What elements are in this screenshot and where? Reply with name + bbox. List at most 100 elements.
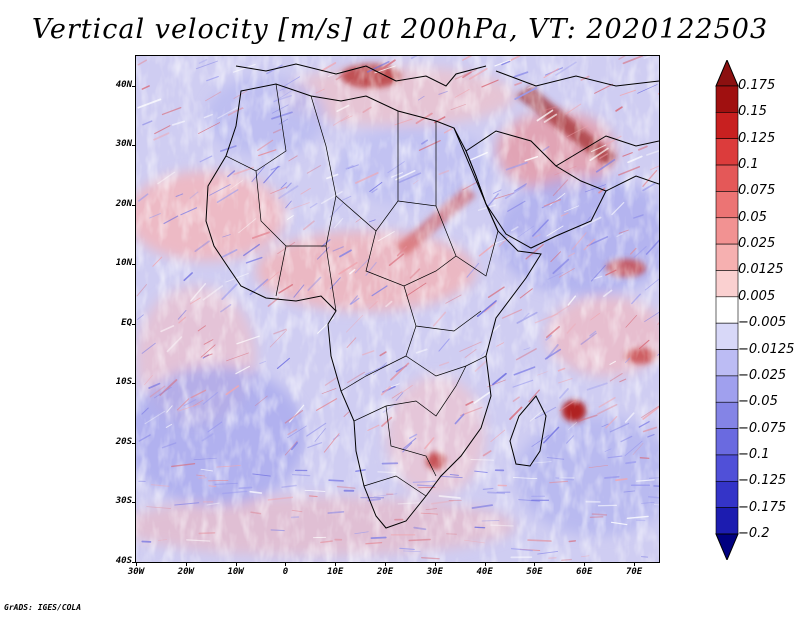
field-streak [336,485,356,489]
field-streak [638,339,650,350]
field-streak [141,407,149,415]
field-streak [232,63,256,73]
field-streak [149,213,161,219]
field-streak [371,188,378,193]
field-streak [371,285,388,297]
field-streak [320,191,343,205]
field-streak [515,348,537,361]
field-streak [345,165,354,170]
field-streak [462,71,472,79]
field-streak [225,272,249,283]
field-streak [610,521,628,526]
field-streak [633,214,644,219]
field-streak [236,335,260,345]
field-streak [537,550,559,555]
field-streak [166,405,173,413]
field-streak [395,392,404,401]
field-streak [157,539,168,541]
field-streak [481,79,499,88]
field-streak [605,269,617,276]
field-streak [364,364,388,376]
map-canvas [136,56,659,562]
field-streak [138,434,151,442]
field-streak [273,328,287,335]
field-streak [288,155,298,162]
field-streak [391,391,403,399]
field-streak [397,502,421,505]
field-streak [380,59,396,71]
field-streak [545,344,559,360]
lon-label: 50E [526,567,543,577]
field-streak [321,239,331,248]
field-streak [176,398,190,411]
field-streak [180,207,198,216]
field-streak [381,416,393,427]
colorbar-segment [715,428,739,456]
field-streak [285,200,292,209]
field-streak [611,201,625,216]
field-streak [270,186,287,194]
lon-label: 30E [426,567,443,577]
lat-tick [132,204,136,206]
field-streak [333,217,344,229]
field-streak [590,264,606,282]
field-streak [543,68,559,79]
colorbar-label: −0.05 [738,394,778,410]
field-streak [199,155,213,163]
field-streak [543,199,561,207]
field-streak [148,382,161,389]
field-streak [208,485,217,487]
lat-label: EQ [121,317,132,328]
field-streak [529,461,552,464]
lat-label: 40N [115,79,132,90]
field-streak [465,400,474,406]
field-streak [137,98,162,109]
field-streak [514,183,527,192]
field-streak [546,457,565,460]
field-streak [222,490,248,495]
field-streak [559,388,569,399]
lat-tick [132,323,136,325]
field-streak [183,398,197,407]
lon-label: 30W [127,567,145,577]
field-streak [618,56,626,60]
field-streak [642,182,656,192]
lat-tick [132,85,136,87]
field-streak [545,334,552,341]
field-streak [238,218,257,234]
field-streak [508,56,521,62]
field-streak [214,482,238,485]
field-streak [415,348,428,354]
field-streak [252,473,271,477]
field-streak [251,231,270,239]
field-streak [454,69,477,80]
field-streak [624,440,643,457]
field-streak [321,388,337,394]
field-streak [512,396,520,402]
field-streak [607,455,623,459]
colorbar-segment [715,401,739,429]
field-streak [377,231,395,242]
field-streak [578,414,598,422]
field-streak [287,215,294,220]
field-streak [445,294,462,304]
field-streak [509,406,523,421]
colorbar-bottom-arrow [715,533,739,560]
field-streak [402,442,413,453]
field-streak [637,145,648,151]
field-streak [589,147,609,162]
field-streak [259,360,266,365]
field-streak [307,442,323,449]
field-streak [346,337,357,349]
field-streak [487,491,506,495]
field-streak [603,289,613,298]
field-streak [341,195,352,201]
colorbar-label: 0.1 [738,157,759,173]
field-streak [346,315,363,333]
field-streak [629,247,637,255]
field-streak [454,413,465,425]
field-streak [203,339,214,345]
lon-tick [235,562,237,566]
lon-label: 10W [227,567,244,577]
field-streak [493,189,502,194]
